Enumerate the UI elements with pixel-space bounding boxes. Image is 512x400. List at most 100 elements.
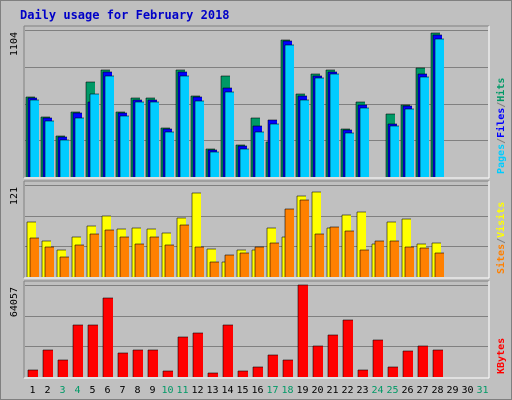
x-tick-label-day-16: 16 <box>251 385 263 396</box>
bar-sites-day-21 <box>330 227 339 277</box>
bar-sites-day-14 <box>225 255 234 277</box>
bar-kbytes-day-1 <box>28 370 38 377</box>
bar-sites-day-16 <box>255 247 264 277</box>
bar-sites-day-25 <box>390 241 399 277</box>
x-tick-label-day-18: 18 <box>281 385 293 396</box>
bar-kbytes-day-5 <box>88 325 98 377</box>
bar-pages-day-5 <box>90 94 99 177</box>
x-tick-label-day-27: 27 <box>416 385 428 396</box>
bar-pages-day-26 <box>405 109 414 177</box>
bar-pages-day-20 <box>315 78 324 177</box>
bar-pages-day-10 <box>165 132 174 177</box>
legend-item: / <box>496 238 507 244</box>
bar-kbytes-day-16 <box>253 367 263 377</box>
legend-item: KBytes <box>496 338 507 374</box>
x-tick-label-day-30: 30 <box>461 385 473 396</box>
x-tick-label-day-17: 17 <box>266 385 278 396</box>
bar-kbytes-day-27 <box>418 346 428 377</box>
x-tick-label-day-31: 31 <box>476 385 488 396</box>
bar-kbytes-day-21 <box>328 335 338 377</box>
bar-pages-day-14 <box>225 92 234 177</box>
bar-pages-day-27 <box>420 77 429 177</box>
bar-pages-day-13 <box>210 152 219 177</box>
bar-visits-day-12 <box>192 193 201 277</box>
bar-kbytes-day-24 <box>373 340 383 377</box>
bar-sites-day-19 <box>300 200 309 277</box>
bar-sites-day-24 <box>375 241 384 277</box>
bar-kbytes-day-6 <box>103 298 113 377</box>
bar-sites-day-1 <box>30 238 39 277</box>
panel-kbytes-ymax-label: 64057 <box>9 287 20 317</box>
bar-pages-day-15 <box>240 149 249 177</box>
bar-pages-day-22 <box>345 133 354 177</box>
bar-sites-day-20 <box>315 234 324 277</box>
x-tick-label-day-7: 7 <box>119 385 125 396</box>
x-tick-label-day-9: 9 <box>149 385 155 396</box>
legend-item: / <box>496 138 507 144</box>
bar-pages-day-25 <box>390 126 399 177</box>
bar-kbytes-day-14 <box>223 325 233 377</box>
x-tick-label-day-14: 14 <box>221 385 233 396</box>
bar-pages-day-28 <box>435 39 444 177</box>
bar-sites-day-23 <box>360 250 369 277</box>
bar-kbytes-day-3 <box>58 360 68 377</box>
bar-sites-day-2 <box>45 247 54 277</box>
bar-pages-day-11 <box>180 76 189 177</box>
bar-pages-day-19 <box>300 100 309 177</box>
panel-kbytes: 64057 KBytes <box>9 280 507 379</box>
x-tick-label-day-24: 24 <box>371 385 383 396</box>
bar-kbytes-day-26 <box>403 351 413 377</box>
panel-visits-sites-ymax-label: 121 <box>9 187 20 205</box>
bar-pages-day-23 <box>360 108 369 177</box>
bar-kbytes-day-8 <box>133 350 143 377</box>
bar-sites-day-11 <box>180 225 189 277</box>
bar-sites-day-10 <box>165 245 174 277</box>
bar-pages-day-3 <box>60 140 69 177</box>
bar-kbytes-day-10 <box>163 371 173 377</box>
panel-kbytes-legend: KBytes <box>496 338 507 374</box>
x-tick-label-day-19: 19 <box>296 385 308 396</box>
bar-pages-day-17 <box>270 124 279 177</box>
bar-sites-day-13 <box>210 262 219 277</box>
legend-item: Hits <box>495 78 507 102</box>
x-tick-label-day-8: 8 <box>134 385 140 396</box>
bar-pages-day-16 <box>255 132 264 177</box>
x-tick-label-day-25: 25 <box>386 385 398 396</box>
bar-sites-day-8 <box>135 244 144 277</box>
x-tick-label-day-28: 28 <box>431 385 443 396</box>
x-tick-label-day-3: 3 <box>59 385 65 396</box>
x-tick-label-day-21: 21 <box>326 385 338 396</box>
x-tick-label-day-2: 2 <box>44 385 50 396</box>
x-tick-label-day-23: 23 <box>356 385 368 396</box>
legend-item: Files <box>495 108 507 138</box>
bar-sites-day-27 <box>420 248 429 277</box>
bar-kbytes-day-25 <box>388 367 398 377</box>
x-tick-label-day-13: 13 <box>206 385 218 396</box>
bar-sites-day-15 <box>240 253 249 277</box>
bar-kbytes-day-11 <box>178 337 188 377</box>
bar-pages-day-9 <box>150 102 159 177</box>
x-tick-label-day-29: 29 <box>446 385 458 396</box>
bar-kbytes-day-22 <box>343 320 353 377</box>
bar-kbytes-day-15 <box>238 371 248 377</box>
bar-kbytes-day-18 <box>283 360 293 377</box>
x-tick-label-day-6: 6 <box>104 385 110 396</box>
bar-kbytes-day-7 <box>118 353 128 377</box>
bar-pages-day-21 <box>330 74 339 177</box>
bar-kbytes-day-2 <box>43 350 53 377</box>
panel-visits-sites-legend: Sites/Visits <box>495 202 507 274</box>
legend-item: Sites <box>495 244 507 274</box>
x-tick-label-day-12: 12 <box>191 385 203 396</box>
x-tick-label-day-1: 1 <box>29 385 35 396</box>
x-tick-label-day-20: 20 <box>311 385 323 396</box>
bar-kbytes-day-13 <box>208 373 218 377</box>
bar-sites-day-4 <box>75 245 84 277</box>
bar-sites-day-7 <box>120 237 129 277</box>
x-tick-label-day-4: 4 <box>74 385 80 396</box>
bar-pages-day-8 <box>135 102 144 177</box>
bar-kbytes-day-23 <box>358 370 368 377</box>
bar-sites-day-3 <box>60 257 69 277</box>
panel-hits-files-pages-legend: Pages/Files/Hits <box>495 78 507 174</box>
bar-pages-day-2 <box>45 121 54 177</box>
